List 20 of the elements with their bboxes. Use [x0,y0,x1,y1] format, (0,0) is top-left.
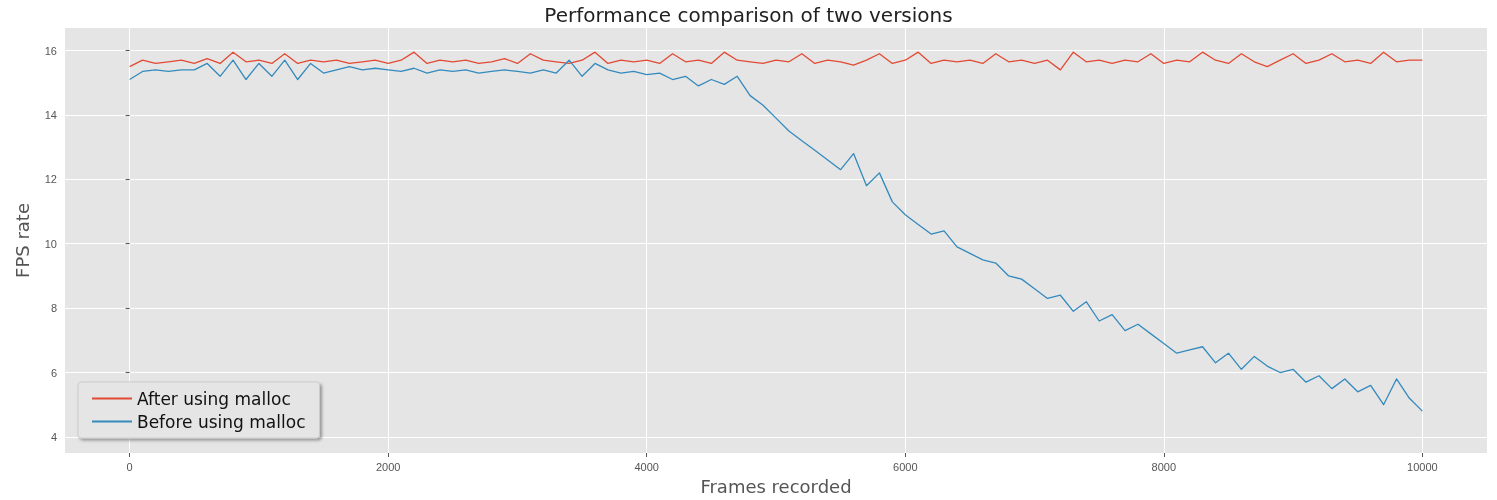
x-tick-label: 8000 [1151,460,1177,473]
y-tick-label: 4 [50,430,57,443]
x-tick-label: 4000 [634,460,659,473]
y-tick-label: 16 [44,44,57,57]
legend-label: Before using malloc [137,411,306,432]
line-series [128,51,1424,71]
y-tick-label: 12 [44,173,57,186]
x-tick-label: 6000 [893,460,918,473]
x-axis-title: Frames recorded [700,475,852,497]
y-tick-label: 6 [50,366,57,379]
y-tick-label: 10 [44,237,57,250]
chart-title: Performance comparison of two versions [544,3,953,27]
x-tick-label: 0 [126,460,133,473]
y-tick-label: 14 [44,108,57,121]
y-tick-label: 8 [50,302,57,315]
legend-label: After using malloc [137,388,291,409]
x-tick-label: 2000 [375,460,401,473]
line-series [128,59,1424,412]
x-tick-label: 10000 [1407,460,1438,473]
y-axis-title: FPS rate [11,203,33,278]
